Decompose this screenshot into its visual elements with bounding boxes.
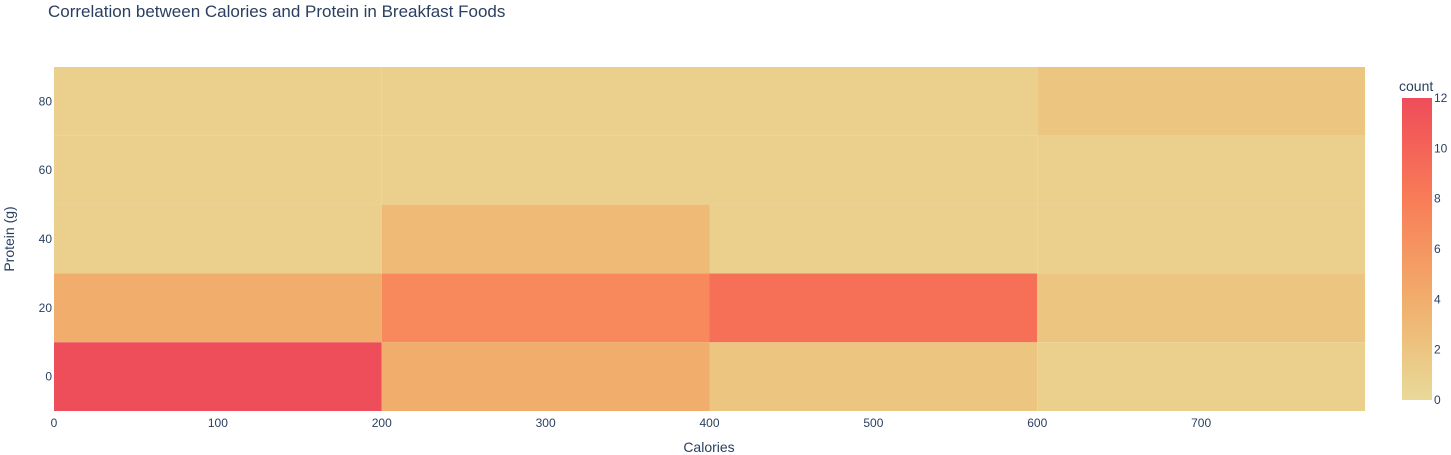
x-axis-ticks: 0 100 200 300 400 500 600 700 [51,416,1212,430]
y-tick-label: 20 [39,301,53,315]
y-axis-title: Protein (g) [1,206,17,271]
heatmap-cell [54,273,382,343]
y-tick-label: 40 [39,232,53,246]
heatmap-cell [1037,342,1365,411]
heatmap-cell [709,67,1038,136]
heatmap-cell [54,342,382,411]
colorbar [1402,98,1432,400]
x-tick-label: 600 [1027,416,1047,430]
colorbar-ticks: 0 2 4 6 8 10 12 [1434,91,1448,407]
colorbar-tick-label: 12 [1434,91,1448,105]
x-tick-label: 500 [863,416,883,430]
x-axis-title: Calories [683,439,734,455]
x-tick-label: 0 [51,416,58,430]
heatmap-cell [381,67,710,136]
y-tick-label: 60 [39,163,53,177]
y-tick-label: 0 [45,370,52,384]
colorbar-tick-label: 6 [1434,242,1441,256]
heatmap-cells [54,67,1365,411]
heatmap-cell [381,342,710,411]
heatmap-cell [381,204,710,274]
heatmap-cell [381,273,710,343]
colorbar-tick-label: 4 [1434,292,1441,306]
colorbar-tick-label: 0 [1434,393,1441,407]
heatmap-cell [381,135,710,205]
heatmap-cell [54,204,382,274]
x-tick-label: 100 [208,416,228,430]
x-tick-label: 700 [1191,416,1211,430]
colorbar-title: count [1399,78,1433,94]
chart-title: Correlation between Calories and Protein… [48,2,506,21]
heatmap-cell [709,135,1038,205]
heatmap-cell [709,273,1038,343]
heatmap-cell [1037,273,1365,343]
heatmap-cell [1037,135,1365,205]
colorbar-tick-label: 2 [1434,343,1441,357]
heatmap-cell [1037,204,1365,274]
heatmap-cell [1037,67,1365,136]
x-tick-label: 300 [536,416,556,430]
heatmap-cell [54,135,382,205]
heatmap-cell [54,67,382,136]
y-axis-ticks: 0 20 40 60 80 [39,94,53,383]
colorbar-tick-label: 10 [1434,141,1448,155]
x-tick-label: 200 [372,416,392,430]
heatmap-cell [709,204,1038,274]
colorbar-tick-label: 8 [1434,192,1441,206]
x-tick-label: 400 [699,416,719,430]
heatmap-cell [709,342,1038,411]
y-tick-label: 80 [39,94,53,108]
